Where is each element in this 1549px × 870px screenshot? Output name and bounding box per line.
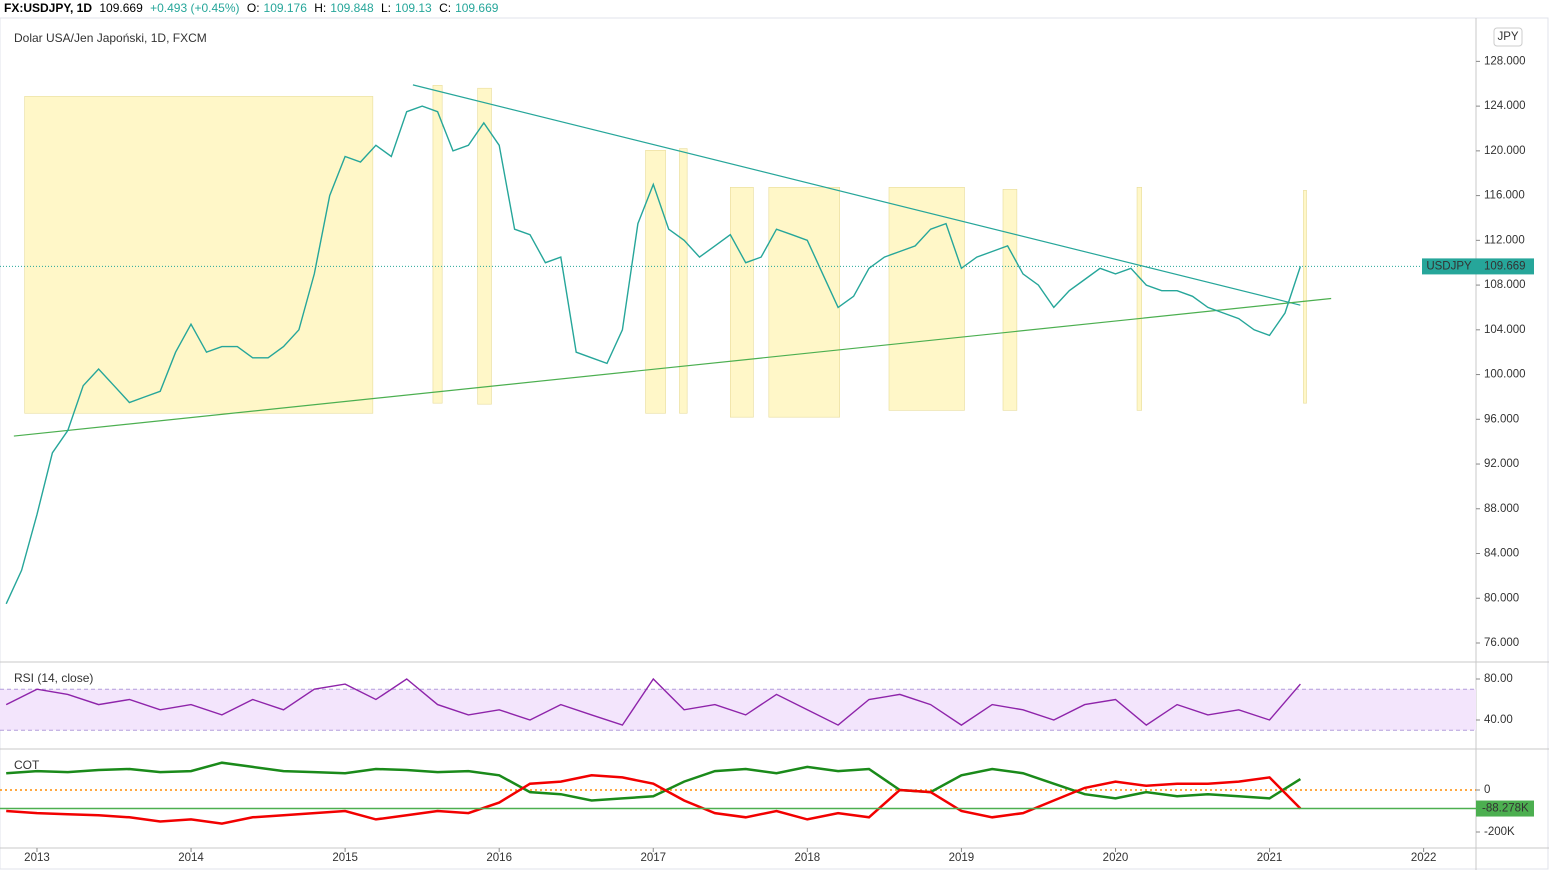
- highlight-box: [888, 187, 965, 411]
- l-label: L:: [381, 1, 392, 15]
- x-tick-label: 2014: [178, 852, 204, 864]
- currency-badge: [1493, 27, 1523, 47]
- y-tick-label: 0: [1484, 784, 1490, 796]
- c-label: C:: [439, 1, 452, 15]
- pane-title: Dolar USA/Jen Japoński, 1D, FXCM: [14, 31, 207, 45]
- x-tick-label: 2020: [1103, 852, 1129, 864]
- x-tick-label: 2017: [640, 852, 666, 864]
- x-tick-label: 2013: [24, 852, 50, 864]
- highlight-box: [432, 85, 443, 404]
- frame: [0, 17, 1549, 870]
- y-tick-label: 80.000: [1484, 592, 1519, 604]
- y-tick-label: 120.000: [1484, 145, 1526, 157]
- highlight-box: [768, 187, 840, 418]
- price-line: [5, 677, 1301, 726]
- x-tick-label: 2021: [1257, 852, 1283, 864]
- cot-line: [6, 761, 1302, 802]
- y-tick-label: 40.00: [1484, 714, 1513, 726]
- x-tick-label: 2015: [332, 852, 358, 864]
- y-tick-label: 88.000: [1484, 503, 1519, 515]
- open: 109.176: [263, 1, 307, 15]
- y-tick-label: 124.000: [1484, 100, 1526, 112]
- price-badge: [1476, 258, 1534, 275]
- y-tick-label: -200K: [1484, 826, 1515, 838]
- y-tick-label: 76.000: [1484, 637, 1519, 649]
- header: FX:USDJPY, 1D 109.669 +0.493 (+0.45%) O:…: [4, 0, 502, 16]
- value-badge: [1476, 800, 1534, 817]
- rsi-band: [0, 689, 1476, 731]
- highlight-box: [1136, 187, 1142, 411]
- cot-line: [6, 774, 1302, 825]
- low: 109.13: [395, 1, 432, 15]
- x-tick-label: 2018: [795, 852, 821, 864]
- trendline: [13, 297, 1332, 437]
- x-tick-label: 2022: [1411, 852, 1437, 864]
- o-label: O:: [246, 1, 260, 15]
- y-tick-label: 84.000: [1484, 548, 1519, 560]
- trendline: [412, 84, 1301, 306]
- y-tick-label: 92.000: [1484, 458, 1519, 470]
- currency: JPY: [1497, 31, 1518, 43]
- price-line: [5, 105, 1302, 605]
- price: 109.669: [99, 1, 143, 15]
- highlight-box: [1303, 190, 1307, 404]
- x-tick-label: 2016: [486, 852, 512, 864]
- y-tick-label: 116.000: [1484, 190, 1525, 202]
- highlight-box: [679, 148, 688, 414]
- close: 109.669: [455, 1, 499, 15]
- price-label: 109.669: [1484, 260, 1526, 272]
- h-label: H:: [314, 1, 327, 15]
- pane-title: RSI (14, close): [14, 671, 93, 685]
- high: 109.848: [330, 1, 374, 15]
- series-badge: [1422, 258, 1476, 275]
- y-tick-label: 128.000: [1484, 55, 1526, 67]
- y-tick-label: 96.000: [1484, 413, 1519, 425]
- x-tick-label: 2019: [949, 852, 975, 864]
- highlight-box: [729, 187, 754, 418]
- value-label: -88.278K: [1482, 803, 1529, 815]
- y-tick-label: 112.000: [1484, 234, 1525, 246]
- highlight-box: [477, 87, 492, 405]
- series-name: USDJPY: [1426, 260, 1472, 272]
- y-tick-label: 80.00: [1484, 673, 1513, 685]
- pane-title: COT: [14, 758, 40, 772]
- change: +0.493 (+0.45%): [150, 1, 240, 15]
- y-tick-label: 100.000: [1484, 369, 1526, 381]
- y-tick-label: 108.000: [1484, 279, 1526, 291]
- highlight-box: [645, 150, 666, 414]
- symbol: FX:USDJPY, 1D: [4, 1, 93, 15]
- highlight-box: [1002, 189, 1018, 411]
- highlight-box: [24, 96, 374, 414]
- y-tick-label: 104.000: [1484, 324, 1526, 336]
